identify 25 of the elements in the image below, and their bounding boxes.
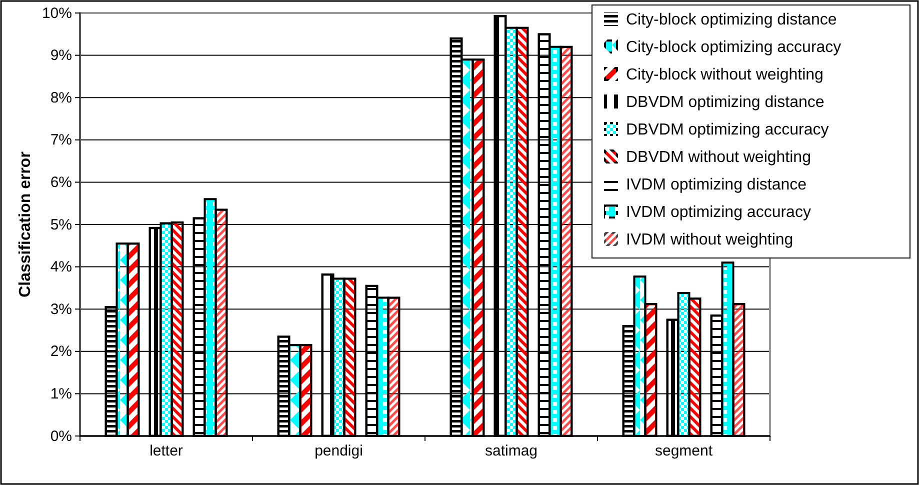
y-tick-label: 10% — [42, 4, 72, 22]
y-tick-label: 8% — [50, 89, 72, 106]
legend-label: IVDM without weighting — [626, 232, 794, 249]
x-tick-label: letter — [150, 442, 183, 460]
y-tick-label: 1% — [50, 386, 72, 402]
y-tick-label: 5% — [50, 216, 72, 234]
legend-label: DBVDM without weighting — [626, 149, 811, 166]
x-tick-label: pendigi — [314, 442, 363, 460]
legend-label: City-block optimizing accuracy — [626, 39, 842, 56]
legend-label: DBVDM optimizing distance — [626, 94, 824, 112]
y-axis-title: Classification error — [17, 152, 34, 298]
legend-label: IVDM optimizing distance — [626, 176, 807, 194]
y-tick-label: 9% — [50, 47, 72, 64]
legend-label: City-block without weighting — [626, 66, 824, 84]
legend-label: City-block optimizing distance — [626, 12, 837, 29]
x-tick-label: segment — [654, 442, 714, 460]
y-tick-label: 0% — [50, 428, 72, 445]
y-tick-label: 2% — [50, 343, 72, 360]
y-tick-label: 7% — [50, 132, 72, 149]
y-tick-label: 4% — [50, 258, 72, 276]
legend-label: DBVDM optimizing accuracy — [626, 122, 829, 139]
legend-label: IVDM optimizing accuracy — [626, 204, 811, 222]
y-tick-label: 6% — [50, 174, 72, 191]
y-tick-label: 3% — [50, 300, 72, 318]
x-tick-label: satimag — [484, 442, 538, 460]
